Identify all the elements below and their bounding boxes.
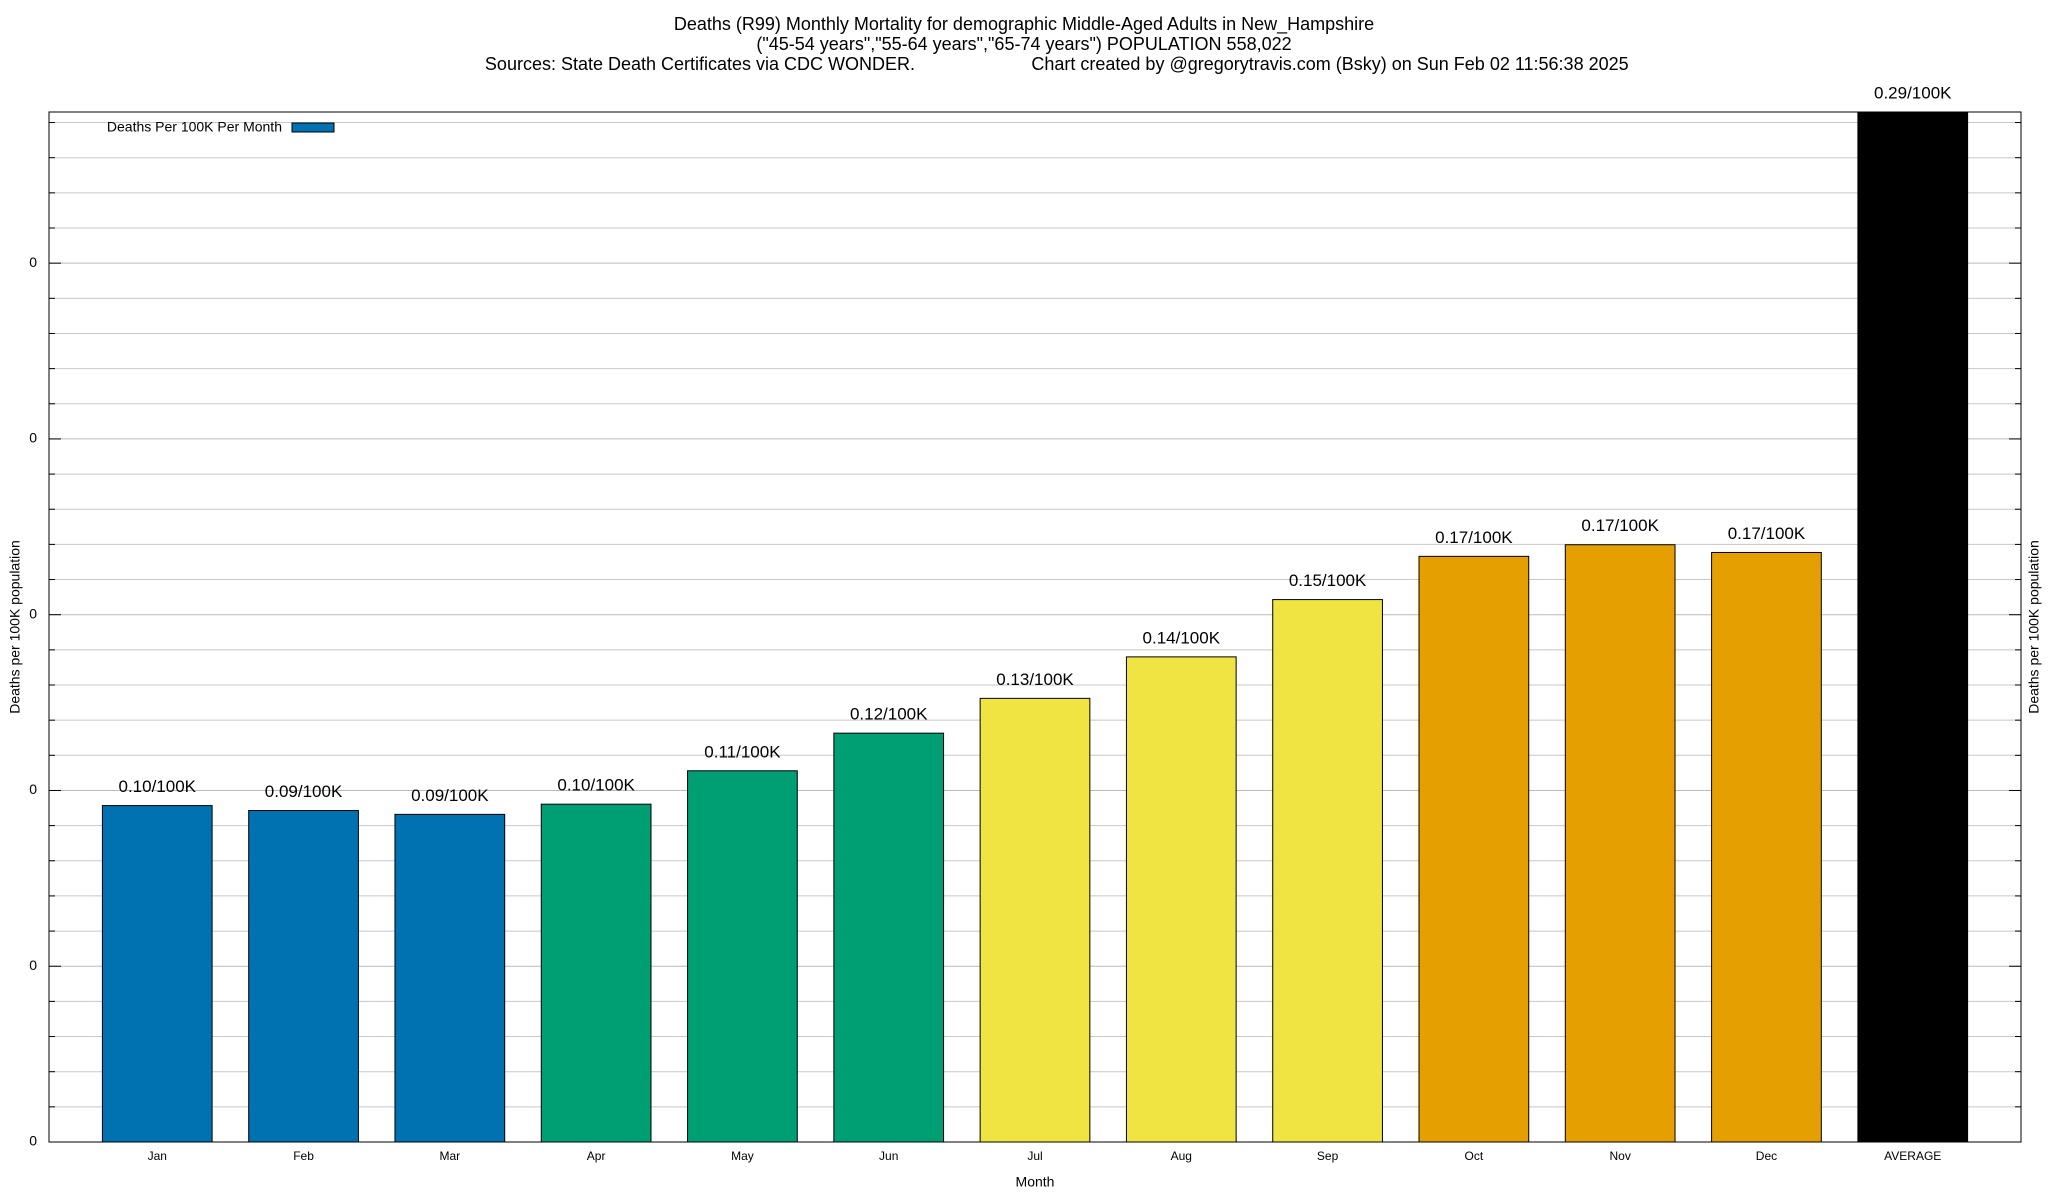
x-tick-label: Nov: [1609, 1149, 1630, 1163]
bar: [1711, 551, 1822, 1143]
chart-title: Deaths (R99) Monthly Mortality for demog…: [674, 14, 1374, 35]
x-tick-label: Jul: [1027, 1149, 1042, 1163]
bar: [101, 805, 213, 1143]
y-tick-label: 0: [29, 430, 37, 446]
value-label: 0.10/100K: [557, 776, 635, 795]
y-tick-label: 0: [29, 957, 37, 973]
bar: [1125, 656, 1237, 1143]
y-tick-label: 0: [29, 781, 37, 797]
legend-swatch: [291, 122, 335, 133]
y-tick-label: 0: [29, 1133, 37, 1149]
x-tick-label: Jun: [879, 1149, 898, 1163]
chart-source: Sources: State Death Certificates via CD…: [485, 54, 915, 74]
bar: [1857, 111, 1969, 1143]
x-tick-label: Mar: [440, 1149, 461, 1163]
legend-label: Deaths Per 100K Per Month: [107, 119, 282, 135]
x-tick-label: Sep: [1317, 1149, 1339, 1163]
x-tick-label: Feb: [293, 1149, 314, 1163]
y-axis-label: Deaths per 100K population: [7, 540, 23, 714]
bar: [394, 813, 506, 1143]
y2-axis-label: Deaths per 100K population: [2026, 540, 2042, 714]
bar: [833, 732, 945, 1143]
value-label: 0.09/100K: [265, 782, 343, 801]
value-label: 0.12/100K: [850, 705, 928, 724]
x-tick-label: AVERAGE: [1884, 1149, 1941, 1163]
bar: [248, 810, 359, 1143]
x-tick-label: Dec: [1756, 1149, 1777, 1163]
x-tick-label: May: [731, 1149, 754, 1163]
x-tick-label: Aug: [1171, 1149, 1192, 1163]
x-tick-label: Apr: [587, 1149, 606, 1163]
y-tick-label: 0: [29, 605, 37, 621]
value-label: 0.17/100K: [1728, 524, 1806, 543]
value-label: 0.09/100K: [411, 786, 489, 805]
value-label: 0.14/100K: [1143, 628, 1221, 647]
chart-credit: Chart created by @gregorytravis.com (Bsk…: [1031, 54, 1628, 74]
bar: [1564, 544, 1676, 1143]
bar: [979, 697, 1091, 1143]
value-label: 0.13/100K: [996, 670, 1074, 689]
value-label: 0.10/100K: [118, 777, 196, 796]
value-label: 0.29/100K: [1874, 83, 1952, 102]
bar: [687, 770, 798, 1143]
value-label: 0.15/100K: [1289, 571, 1367, 590]
bar: [1418, 555, 1530, 1143]
x-tick-label: Oct: [1465, 1149, 1484, 1163]
x-axis-label: Month: [1016, 1174, 1055, 1190]
x-tick-label: Jan: [148, 1149, 167, 1163]
value-label: 0.17/100K: [1435, 528, 1513, 547]
value-label: 0.17/100K: [1581, 516, 1659, 535]
y-tick-label: 0: [29, 254, 37, 270]
chart-subtitle: ("45-54 years","55-64 years","65-74 year…: [756, 34, 1291, 54]
bar: [1272, 599, 1383, 1143]
bar: [540, 803, 652, 1143]
value-label: 0.11/100K: [704, 742, 781, 761]
